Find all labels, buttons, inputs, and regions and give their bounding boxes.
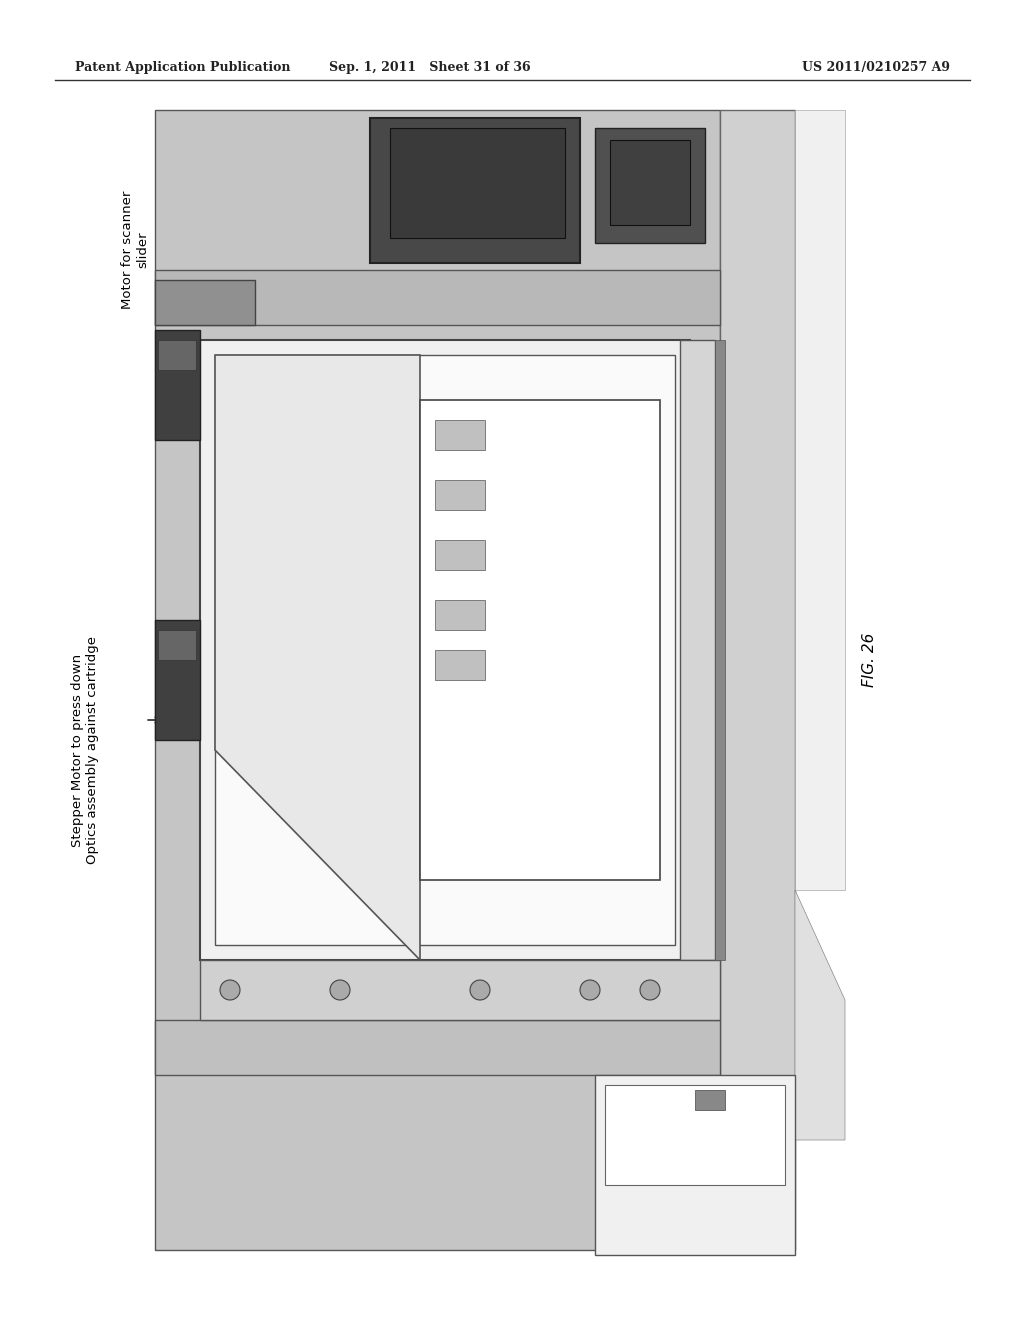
Bar — [215, 355, 675, 945]
Bar — [200, 960, 720, 1020]
Bar — [435, 649, 485, 680]
Bar — [155, 330, 200, 440]
Bar — [720, 110, 795, 1250]
Text: Stepper Motor to press down
Optics assembly against cartridge: Stepper Motor to press down Optics assem… — [71, 636, 99, 865]
Bar — [420, 400, 660, 880]
Text: US 2011/0210257 A9: US 2011/0210257 A9 — [802, 62, 950, 74]
Circle shape — [640, 979, 660, 1001]
Text: Aperture plate presses
Microfluidic cartridge
against heater surface: Aperture plate presses Microfluidic cart… — [263, 795, 306, 946]
Bar — [200, 341, 690, 960]
Bar — [695, 1090, 725, 1110]
Text: Motor for scanner
slider: Motor for scanner slider — [121, 191, 150, 309]
Bar — [155, 1020, 720, 1074]
Bar — [155, 620, 200, 741]
Bar — [155, 271, 720, 325]
Text: FIG. 26: FIG. 26 — [862, 632, 878, 688]
Circle shape — [580, 979, 600, 1001]
Circle shape — [470, 979, 490, 1001]
Bar — [158, 341, 196, 370]
Bar — [435, 420, 485, 450]
Bar — [155, 110, 720, 1250]
Bar — [680, 341, 715, 960]
Text: Sep. 1, 2011   Sheet 31 of 36: Sep. 1, 2011 Sheet 31 of 36 — [329, 62, 530, 74]
Bar — [370, 117, 580, 263]
Bar — [390, 128, 565, 238]
Bar — [435, 601, 485, 630]
Polygon shape — [215, 355, 420, 960]
Bar — [435, 480, 485, 510]
Bar — [155, 280, 255, 325]
Bar — [605, 1085, 785, 1185]
Bar — [595, 128, 705, 243]
Text: Patent Application Publication: Patent Application Publication — [75, 62, 291, 74]
Bar — [610, 140, 690, 224]
Bar — [715, 341, 725, 960]
Polygon shape — [795, 890, 845, 1140]
Text: 4 color scanning
readhead: 4 color scanning readhead — [476, 626, 504, 735]
Circle shape — [330, 979, 350, 1001]
Circle shape — [220, 979, 240, 1001]
Bar — [595, 1074, 795, 1255]
Bar — [158, 630, 196, 660]
Bar — [795, 110, 845, 890]
Bar — [435, 540, 485, 570]
